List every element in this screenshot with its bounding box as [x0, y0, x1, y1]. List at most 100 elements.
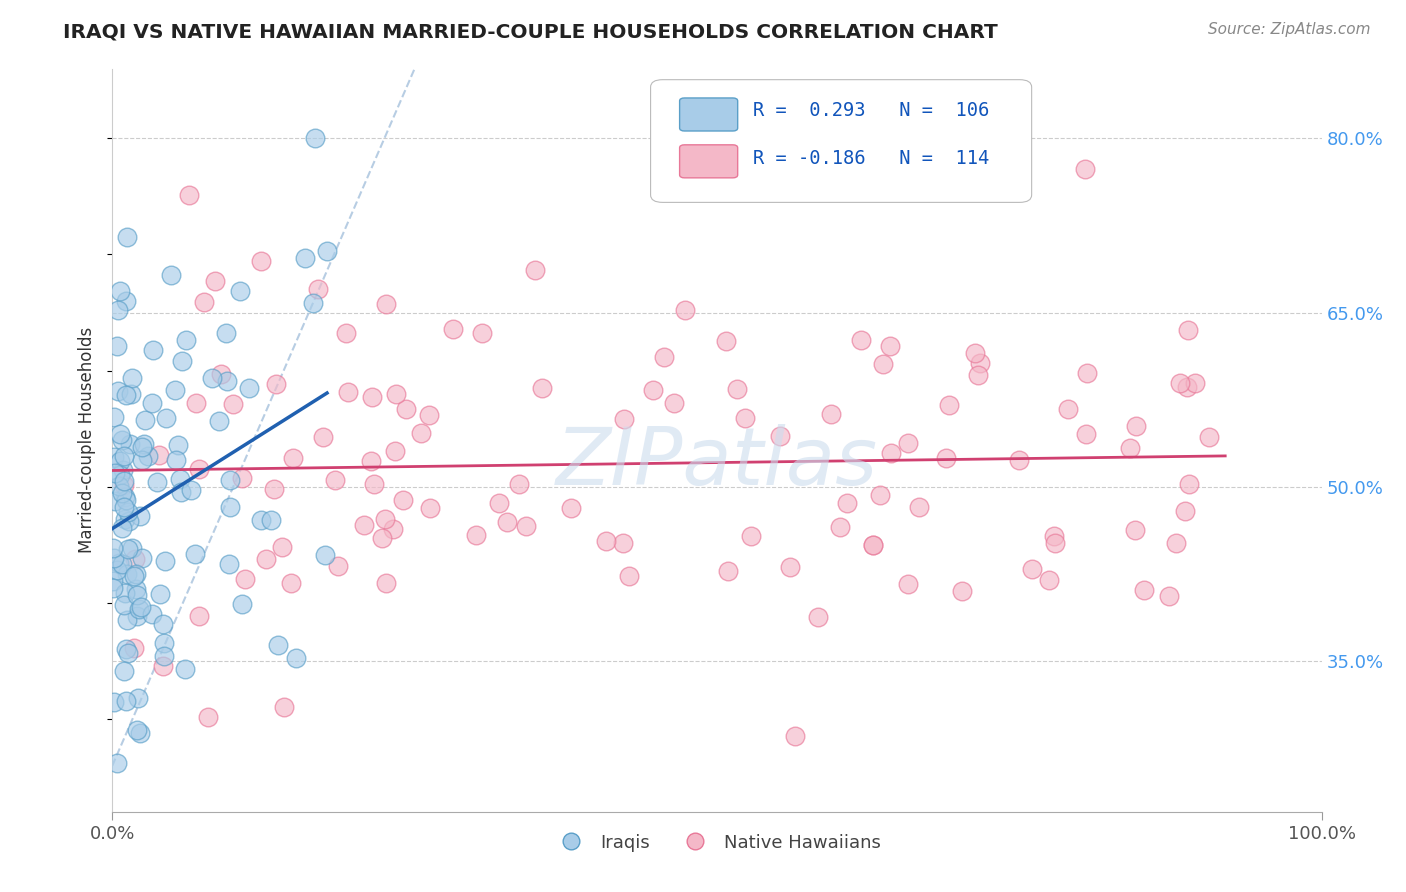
- Point: [385, 387, 408, 401]
- Point: [264, 377, 287, 392]
- Point: [323, 473, 346, 487]
- Point: [180, 483, 202, 497]
- Point: [311, 429, 333, 443]
- Point: [897, 577, 920, 591]
- Point: [862, 538, 884, 552]
- Point: [530, 382, 553, 396]
- Point: [103, 541, 125, 556]
- Point: [115, 492, 138, 507]
- Point: [716, 334, 738, 348]
- Point: [662, 396, 685, 410]
- Point: [112, 478, 135, 492]
- Point: [267, 638, 290, 652]
- Point: [114, 511, 136, 525]
- Point: [384, 444, 406, 458]
- Point: [328, 558, 350, 573]
- Point: [108, 453, 131, 467]
- Point: [441, 322, 464, 336]
- Point: [165, 452, 187, 467]
- Point: [260, 513, 283, 527]
- Point: [595, 534, 617, 549]
- Point: [654, 350, 676, 364]
- Text: ZIPatlas: ZIPatlas: [555, 424, 879, 501]
- Point: [129, 509, 152, 524]
- Point: [1038, 573, 1060, 587]
- Point: [1184, 376, 1206, 390]
- Point: [938, 398, 960, 412]
- Point: [233, 572, 256, 586]
- Point: [740, 529, 762, 543]
- Point: [1132, 583, 1154, 598]
- Text: R = -0.186   N =  114: R = -0.186 N = 114: [754, 149, 990, 168]
- Point: [169, 484, 191, 499]
- Point: [465, 528, 488, 542]
- Point: [103, 550, 125, 565]
- FancyBboxPatch shape: [679, 98, 738, 131]
- Point: [112, 500, 135, 514]
- Text: Source: ZipAtlas.com: Source: ZipAtlas.com: [1208, 22, 1371, 37]
- Point: [149, 587, 172, 601]
- Point: [152, 616, 174, 631]
- Point: [148, 448, 170, 462]
- FancyBboxPatch shape: [651, 79, 1032, 202]
- Point: [174, 333, 197, 347]
- Point: [1118, 441, 1140, 455]
- Point: [897, 436, 920, 450]
- Point: [382, 522, 405, 536]
- Point: [128, 602, 150, 616]
- Point: [112, 664, 135, 678]
- Point: [1021, 562, 1043, 576]
- Point: [471, 326, 494, 340]
- Point: [807, 610, 830, 624]
- Point: [935, 451, 957, 466]
- Point: [120, 387, 142, 401]
- Point: [131, 551, 153, 566]
- Point: [419, 500, 441, 515]
- Point: [950, 584, 973, 599]
- Point: [166, 438, 188, 452]
- Point: [208, 414, 231, 428]
- Point: [112, 449, 135, 463]
- Point: [117, 646, 139, 660]
- Point: [820, 407, 842, 421]
- Point: [115, 613, 138, 627]
- Text: IRAQI VS NATIVE HAWAIIAN MARRIED-COUPLE HOUSEHOLDS CORRELATION CHART: IRAQI VS NATIVE HAWAIIAN MARRIED-COUPLE …: [63, 22, 998, 41]
- Point: [1123, 523, 1146, 537]
- Point: [129, 726, 152, 740]
- Point: [1125, 418, 1147, 433]
- Point: [1166, 536, 1188, 550]
- Point: [110, 284, 132, 298]
- Point: [779, 559, 801, 574]
- Y-axis label: Married-couple Households: Married-couple Households: [79, 327, 96, 554]
- Point: [250, 513, 273, 527]
- Point: [111, 433, 134, 447]
- Point: [115, 388, 138, 402]
- Point: [250, 254, 273, 268]
- Point: [105, 563, 128, 577]
- Point: [1043, 529, 1066, 543]
- Point: [409, 425, 432, 440]
- Point: [335, 326, 357, 341]
- Point: [124, 567, 146, 582]
- Point: [222, 397, 245, 411]
- Point: [353, 518, 375, 533]
- Point: [172, 353, 194, 368]
- Point: [374, 512, 396, 526]
- Point: [153, 649, 176, 664]
- Point: [155, 411, 177, 425]
- Point: [218, 558, 240, 572]
- FancyBboxPatch shape: [679, 145, 738, 178]
- Point: [908, 500, 931, 515]
- Point: [215, 326, 238, 340]
- Point: [114, 694, 136, 708]
- Point: [141, 607, 163, 621]
- Point: [104, 466, 127, 480]
- Point: [103, 574, 125, 588]
- Point: [363, 477, 385, 491]
- Point: [967, 368, 990, 383]
- Point: [280, 576, 302, 591]
- Point: [1198, 430, 1220, 444]
- Point: [880, 446, 903, 460]
- Point: [159, 268, 181, 283]
- Point: [142, 343, 165, 357]
